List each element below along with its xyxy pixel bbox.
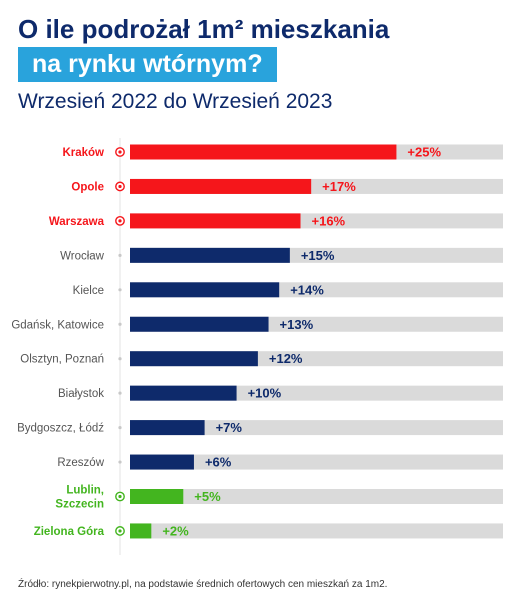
bar-track xyxy=(130,489,503,504)
bar xyxy=(130,144,397,160)
bar-track xyxy=(130,523,503,539)
chart-title-line-1: O ile podrożał 1m² mieszkania xyxy=(18,14,390,44)
data-label: +12% xyxy=(269,351,303,366)
category-label: Opole xyxy=(71,181,104,193)
category-label: Bydgoszcz, Łódź xyxy=(17,423,104,435)
chart-subtitle: Wrzesień 2022 do Wrzesień 2023 xyxy=(18,90,333,113)
category-label: Wrocław xyxy=(60,250,105,262)
chart-title-line-2: na rynku wtórnym? xyxy=(18,47,277,82)
axis-marker xyxy=(118,322,122,326)
data-label: +10% xyxy=(248,386,282,401)
category-label: Białystok xyxy=(58,388,104,400)
category-label: Lublin, Szczecin xyxy=(55,485,104,511)
data-label: +5% xyxy=(194,489,221,504)
data-label: +17% xyxy=(322,179,356,194)
axis-marker-dot xyxy=(118,150,122,154)
axis-marker-dot xyxy=(118,494,122,499)
bar xyxy=(130,420,205,436)
bar-track xyxy=(130,420,503,436)
axis-marker-dot xyxy=(118,529,122,533)
axis-marker xyxy=(118,426,122,430)
category-label: Gdańsk, Katowice xyxy=(11,319,104,331)
data-label: +13% xyxy=(280,317,314,332)
bar xyxy=(130,316,269,332)
axis-marker-dot xyxy=(118,219,122,223)
bar xyxy=(130,247,290,263)
bar xyxy=(130,454,194,470)
data-label: +16% xyxy=(312,213,346,228)
data-label: +25% xyxy=(407,145,441,160)
bar xyxy=(130,523,152,539)
bar xyxy=(130,178,312,194)
bar xyxy=(130,213,301,229)
bar xyxy=(130,489,184,504)
axis-marker xyxy=(118,357,122,361)
axis-marker xyxy=(118,460,122,464)
bar-track xyxy=(130,454,503,470)
source-note: Źródło: rynekpierwotny.pl, na podstawie … xyxy=(18,579,388,590)
bar xyxy=(130,385,237,401)
axis-marker xyxy=(118,253,122,257)
category-label: Zielona Góra xyxy=(34,526,105,538)
bar xyxy=(130,351,258,367)
data-label: +15% xyxy=(301,248,335,263)
category-label: Kielce xyxy=(73,285,104,297)
axis-marker xyxy=(118,391,122,395)
data-label: +14% xyxy=(290,282,324,297)
data-label: +6% xyxy=(205,455,232,470)
category-label: Olsztyn, Poznań xyxy=(20,354,104,366)
axis-marker-dot xyxy=(118,184,122,189)
bar xyxy=(130,282,280,298)
data-label: +7% xyxy=(216,420,243,435)
category-label: Kraków xyxy=(62,147,104,159)
data-label: +2% xyxy=(162,523,189,538)
category-label: Rzeszów xyxy=(57,457,104,469)
category-label: Warszawa xyxy=(49,216,105,228)
axis-marker xyxy=(118,288,122,292)
